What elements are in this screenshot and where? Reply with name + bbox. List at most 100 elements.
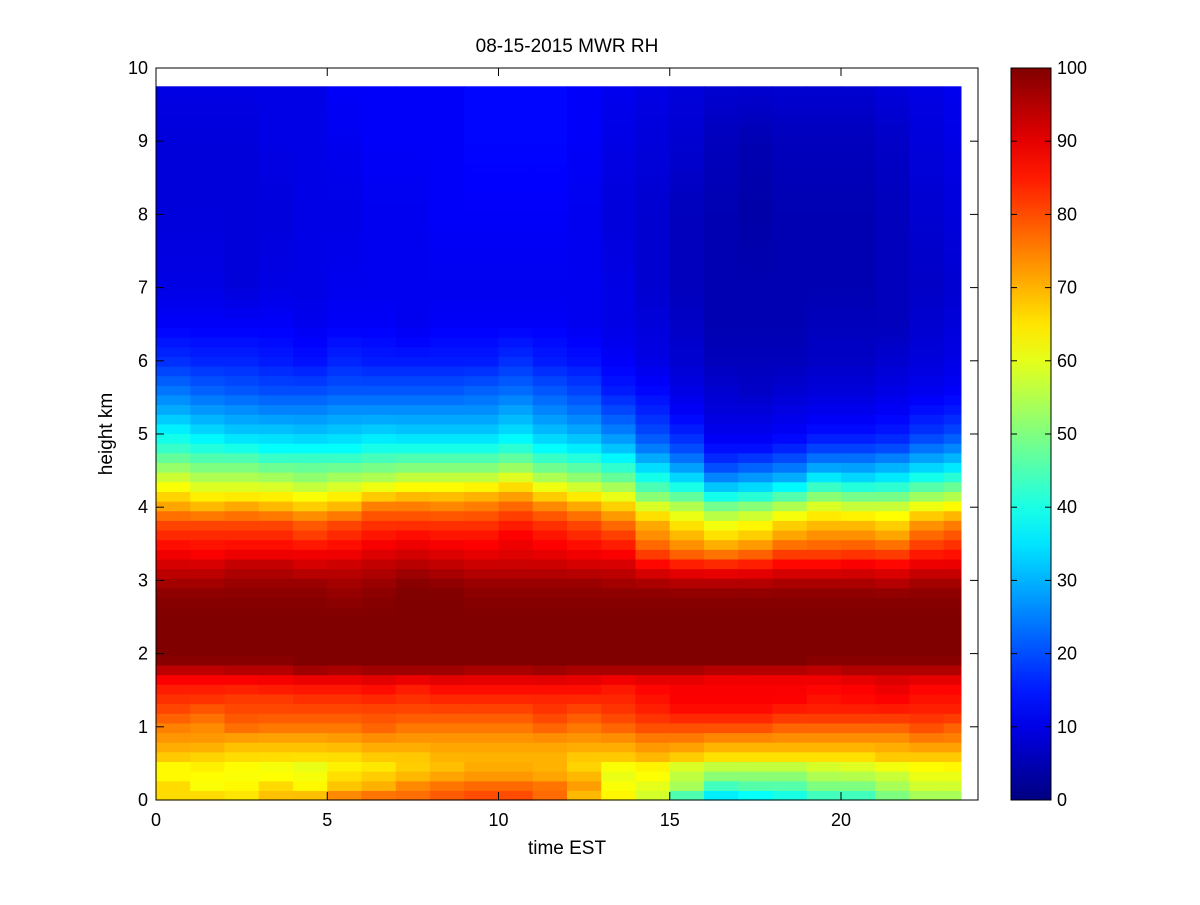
heatmap-cell [156,655,191,666]
heatmap-cell [464,587,500,599]
heatmap-cell [772,742,808,753]
heatmap-cell [430,240,465,251]
heatmap-cell [669,529,705,541]
heatmap-cell [738,404,774,415]
heatmap-cell [293,607,328,618]
heatmap-cell [464,491,500,502]
heatmap-cell [841,790,876,801]
heatmap-cell [806,481,842,492]
heatmap-cell [738,664,774,676]
heatmap-cell [806,365,842,377]
heatmap-cell [943,192,962,203]
heatmap-cell [361,462,397,473]
heatmap-cell [190,568,226,579]
heatmap-cell [293,693,328,705]
heatmap-cell [738,124,774,136]
heatmap-cell [704,539,739,550]
heatmap-cell [430,163,465,174]
heatmap-cell [532,105,568,116]
heatmap-cell [430,288,465,300]
heatmap-cell [258,192,294,203]
heatmap-cell [909,568,945,579]
heatmap-cell [841,761,876,772]
heatmap-cell [909,423,945,435]
heatmap-cell [943,327,962,338]
heatmap-cell [190,703,226,714]
heatmap-cell [327,780,363,791]
heatmap-cell [943,240,962,251]
heatmap-cell [258,587,294,599]
heatmap-cell [156,558,191,570]
heatmap-cell [909,346,945,357]
heatmap-cell [567,356,602,367]
heatmap-cell [841,501,876,512]
heatmap-cell [327,86,363,97]
heatmap-cell [841,452,876,464]
heatmap-cell [190,173,226,184]
heatmap-cell [841,520,876,531]
heatmap-cell [738,771,774,782]
heatmap-cell [601,674,637,685]
heatmap-cell [327,356,363,367]
heatmap-cell [293,674,328,685]
heatmap-cell [464,414,500,425]
heatmap-cell [532,230,568,242]
heatmap-cell [909,722,945,734]
heatmap-cell [156,713,191,724]
heatmap-cell [532,134,568,145]
heatmap-cell [464,664,500,676]
heatmap-cell [943,780,962,791]
heatmap-cell [498,279,534,290]
heatmap-cell [909,578,945,589]
heatmap-cell [635,115,671,126]
heatmap-cell [224,385,260,396]
colorbar-tick-label: 80 [1057,204,1077,224]
heatmap-cell [498,510,534,521]
heatmap-cell [498,529,534,541]
heatmap-cell [909,124,945,136]
heatmap-cell [875,771,911,782]
heatmap-cell [943,298,962,309]
heatmap-cell [567,587,602,599]
heatmap-cell [635,433,671,444]
heatmap-cell [190,327,226,338]
heatmap-cell [156,501,191,512]
heatmap-cell [601,645,637,656]
heatmap-cell [258,520,294,531]
heatmap-cell [190,713,226,724]
heatmap-cell [841,202,876,213]
heatmap-cell [909,684,945,695]
heatmap-cell [293,173,328,184]
heatmap-cell [361,578,397,589]
heatmap-cell [943,279,962,290]
heatmap-cell [669,664,705,676]
heatmap-cell [532,732,568,743]
heatmap-cell [224,780,260,791]
heatmap-cell [293,645,328,656]
heatmap-cell [395,443,431,454]
heatmap-cell [841,414,876,425]
heatmap-cell [258,443,294,454]
heatmap-cell [361,539,397,550]
heatmap-cell [601,375,637,386]
heatmap-cell [498,664,534,676]
heatmap-cell [601,317,637,329]
heatmap-cell [669,684,705,695]
heatmap-cell [738,230,774,242]
heatmap-cell [361,674,397,685]
heatmap-cell [806,375,842,386]
heatmap-cell [567,365,602,377]
heatmap-cell [909,144,945,155]
heatmap-cell [395,279,431,290]
heatmap-cell [669,655,705,666]
heatmap-cell [841,529,876,541]
heatmap-cell [738,317,774,329]
heatmap-cell [532,202,568,213]
heatmap-cell [909,298,945,309]
heatmap-cell [190,163,226,174]
heatmap-cell [806,259,842,271]
heatmap-cell [772,153,808,165]
heatmap-cell [601,790,637,801]
heatmap-cell [738,742,774,753]
heatmap-cell [327,115,363,126]
